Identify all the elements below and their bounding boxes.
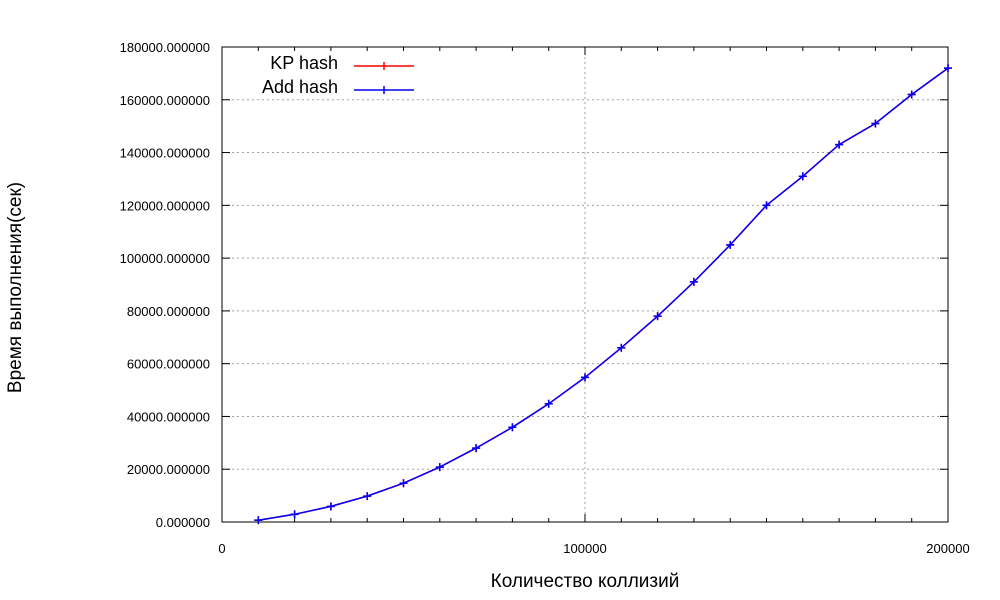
y-tick-label: 20000.000000 <box>127 462 210 477</box>
data-point-add-hash <box>689 277 698 286</box>
data-point-add-hash <box>871 119 880 128</box>
y-tick-label: 80000.000000 <box>127 304 210 319</box>
legend-label-kp-hash: KP hash <box>270 53 338 73</box>
data-point-add-hash <box>363 492 372 501</box>
data-point-add-hash <box>326 502 335 511</box>
data-point-add-hash <box>944 64 952 73</box>
data-point-add-hash <box>254 516 263 525</box>
data-point-add-hash <box>435 463 444 472</box>
y-tick-label: 60000.000000 <box>127 357 210 372</box>
data-point-add-hash <box>907 90 916 99</box>
axis-ticks: 0.000000 20000.000000 40000.000000 60000.00… <box>120 40 970 556</box>
data-point-add-hash <box>290 510 299 519</box>
y-tick-label: 160000.000000 <box>120 93 210 108</box>
y-tick-label: 140000.000000 <box>120 146 210 161</box>
y-tick-label: 100000.000000 <box>120 251 210 266</box>
data-point-add-hash <box>762 201 771 210</box>
series-line-kp-hash <box>258 67 949 521</box>
x-tick-label: 100000 <box>563 541 606 556</box>
grid <box>222 47 948 522</box>
data-point-add-hash <box>835 140 844 149</box>
y-tick-label: 180000.000000 <box>120 40 210 55</box>
y-tick-label: 120000.000000 <box>120 198 210 213</box>
y-tick-label: 40000.000000 <box>127 409 210 424</box>
x-axis-label: Количество коллизий <box>491 571 680 592</box>
data-point-add-hash <box>617 343 626 352</box>
data-point-add-hash <box>726 240 735 249</box>
legend-label-add-hash: Add hash <box>262 77 338 97</box>
legend: KP hash Add hash <box>262 53 414 97</box>
data-point-add-hash <box>472 444 481 453</box>
data-point-add-hash <box>581 373 589 382</box>
data-point-add-hash <box>653 312 662 321</box>
y-axis-label: Время выполнения(сек) <box>5 182 26 393</box>
data-point-add-hash <box>798 172 807 181</box>
data-point-add-hash <box>544 399 553 408</box>
data-point-add-hash <box>399 479 408 488</box>
data-point-add-hash <box>508 423 517 432</box>
x-tick-label: 0 <box>218 541 225 556</box>
series-line-add-hash <box>258 67 949 521</box>
y-tick-label: 0.000000 <box>156 515 210 530</box>
series-group <box>254 64 952 525</box>
x-tick-label: 200000 <box>926 541 969 556</box>
